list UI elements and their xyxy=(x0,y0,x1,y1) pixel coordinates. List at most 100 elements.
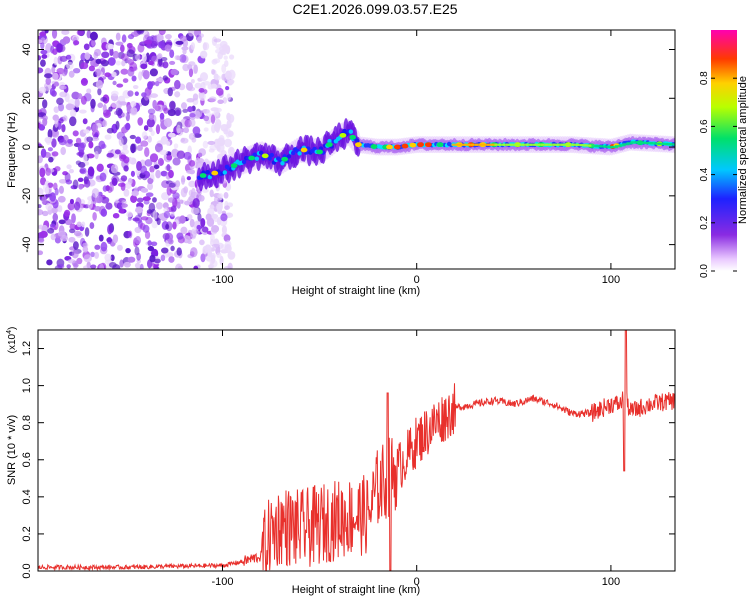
spectrogram-noise-cell xyxy=(119,101,128,106)
spectrogram-noise-cell xyxy=(107,57,116,66)
spectrogram-noise-cell xyxy=(50,233,57,241)
spectrogram-track-core xyxy=(222,170,228,175)
spectrogram-noise-cell xyxy=(67,258,76,264)
spectrogram-noise-cell xyxy=(115,120,120,130)
spectrogram-noise-cell xyxy=(130,107,138,115)
spectrogram-y-tick-label: -20 xyxy=(21,188,33,204)
spectrogram-noise-cell xyxy=(134,226,142,234)
spectrogram-noise-cell xyxy=(203,127,209,132)
spectrogram-noise-cell xyxy=(153,164,160,170)
spectrogram-noise-cell xyxy=(106,236,112,245)
spectrogram-noise-cell xyxy=(167,87,173,97)
snr-y-tick-label: 0.2 xyxy=(21,526,33,541)
spectrogram-noise-cell xyxy=(126,231,132,238)
spectrogram-noise-cell xyxy=(66,164,72,170)
spectrogram-track-core xyxy=(342,128,347,134)
spectrogram-hotspot xyxy=(436,142,444,148)
spectrogram-noise-cell xyxy=(166,154,173,161)
spectrogram-noise-cell xyxy=(221,225,227,235)
spectrogram-noise-cell xyxy=(54,188,59,196)
spectrogram-noise-cell xyxy=(187,239,192,245)
spectrogram-noise-cell xyxy=(166,164,171,172)
spectrogram-noise-cell xyxy=(175,263,183,269)
spectrogram-noise-cell xyxy=(163,211,171,219)
spectrogram-hot-stripe xyxy=(525,143,533,146)
spectrogram-noise-cell xyxy=(111,175,120,184)
spectrogram-noise-cell xyxy=(132,217,140,222)
spectrogram-noise-cell xyxy=(202,245,208,255)
spectrogram-noise-cell xyxy=(87,166,95,177)
spectrogram-noise-cell xyxy=(155,169,161,179)
spectrogram-hot-stripe xyxy=(455,143,463,146)
spectrogram-noise-cell xyxy=(134,262,141,269)
spectrogram-noise-cell xyxy=(116,83,124,88)
spectrogram-track-core xyxy=(327,138,332,144)
spectrogram-noise-cell xyxy=(53,81,60,87)
spectrogram-noise-cell xyxy=(73,201,81,211)
spectrogram-noise-cell xyxy=(218,193,224,201)
spectrogram-noise-cell xyxy=(120,53,129,62)
spectrogram-hot-stripe xyxy=(537,143,545,146)
spectrogram-y-axis: -40 -20 0 20 40 xyxy=(21,43,675,253)
spectrogram-noise-cell xyxy=(76,30,84,36)
spectrogram-noise-cell xyxy=(116,131,126,141)
spectrogram-y-label: Frequency (Hz) xyxy=(6,112,18,188)
spectrogram-noise-cell xyxy=(122,78,129,83)
snr-scale-text: (x10 xyxy=(7,333,18,353)
spectrogram-hot-stripe xyxy=(669,143,675,146)
spectrogram-noise-cell xyxy=(189,218,195,228)
spectrogram-noise-cell xyxy=(209,204,215,210)
spectrogram-noise-cell xyxy=(102,119,108,128)
spectrogram-noise-cell xyxy=(227,250,236,260)
spectrogram-hotspot xyxy=(325,142,333,148)
spectrogram-x-tick-label: 100 xyxy=(602,274,620,286)
spectrogram-noise-cell xyxy=(147,245,155,252)
spectrogram-hot-stripe xyxy=(595,145,603,148)
spectrogram-noise-cell xyxy=(69,198,75,205)
spectrogram-noise-cell xyxy=(157,53,163,60)
spectrogram-noise-cell xyxy=(197,213,202,222)
spectrogram-noise-cell xyxy=(112,50,120,59)
spectrogram-noise-cell xyxy=(209,213,219,219)
spectrogram-hot-stripe xyxy=(599,145,607,148)
snr-y-tick-label: 0.8 xyxy=(21,415,33,430)
spectrogram-noise-cell xyxy=(120,175,128,182)
spectrogram-noise-cell xyxy=(127,90,134,97)
spectrogram-noise-cell xyxy=(121,34,127,43)
spectrogram-hot-stripe xyxy=(498,143,506,146)
spectrogram-noise-cell xyxy=(211,243,221,248)
spectrogram-noise-cell xyxy=(213,196,220,204)
spectrogram-noise-cell xyxy=(104,72,111,78)
spectrogram-noise-cell xyxy=(198,33,205,38)
spectrogram-hotspot xyxy=(211,170,219,176)
spectrogram-noise-cell xyxy=(217,205,223,215)
spectrogram-noise-cell xyxy=(68,70,75,78)
spectrogram-noise-cell xyxy=(208,264,213,269)
spectrogram-hot-stripe xyxy=(548,143,556,146)
spectrogram-noise-cell xyxy=(160,57,168,62)
spectrogram-hotspot xyxy=(349,134,357,140)
spectrogram-noise-cell xyxy=(72,179,79,190)
spectrogram-noise-cell xyxy=(115,41,124,46)
spectrogram-noise-cell xyxy=(125,122,131,131)
spectrogram-signal-track xyxy=(196,118,675,192)
spectrogram-noise-cell xyxy=(163,107,169,114)
snr-y-tick-label: 1.0 xyxy=(21,378,33,393)
spectrogram-noise-cell xyxy=(82,153,88,163)
spectrogram-noise-cell xyxy=(40,148,47,158)
spectrogram-hot-stripe xyxy=(494,143,502,146)
spectrogram-noise-cell xyxy=(226,116,232,121)
spectrogram-noise-cell xyxy=(38,55,42,61)
spectrogram-x-tick-label: -100 xyxy=(211,274,233,286)
spectrogram-noise-cell xyxy=(149,165,155,173)
spectrogram-noise-cell xyxy=(182,63,190,72)
spectrogram-noise-cell xyxy=(71,91,80,100)
spectrogram-noise-cell xyxy=(76,257,83,265)
spectrogram-noise-cell xyxy=(149,68,158,77)
spectrogram-noise-cell xyxy=(186,176,191,181)
spectrogram-noise-cell xyxy=(167,197,175,203)
spectrogram-noise-cell xyxy=(141,131,148,139)
spectrogram-hot-stripe xyxy=(540,143,548,146)
spectrogram-noise-cell xyxy=(115,32,121,41)
spectrogram-noise-cell xyxy=(202,81,211,86)
